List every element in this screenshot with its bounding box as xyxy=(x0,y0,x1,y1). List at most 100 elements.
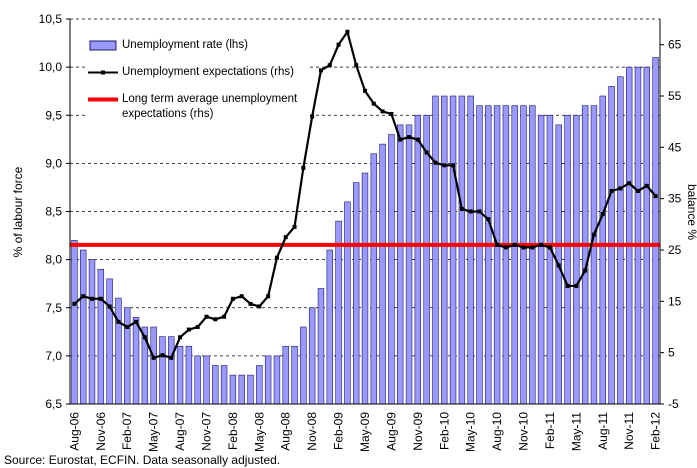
marker xyxy=(90,296,95,301)
marker xyxy=(600,212,605,217)
marker xyxy=(591,232,596,237)
y2-axis-title: balance % xyxy=(685,184,697,240)
bar xyxy=(564,114,571,405)
marker xyxy=(230,296,235,301)
marker xyxy=(363,88,367,93)
marker xyxy=(424,150,429,155)
bar xyxy=(414,114,422,405)
bar xyxy=(590,105,598,405)
bar xyxy=(344,201,351,405)
bar xyxy=(80,249,87,405)
x-tick-label: Feb-09 xyxy=(332,412,346,450)
bar xyxy=(176,345,184,405)
bar xyxy=(97,268,105,405)
bar xyxy=(185,345,193,405)
marker xyxy=(239,294,244,299)
bar xyxy=(423,114,430,405)
bar xyxy=(573,114,580,405)
y2-tick-label: 45 xyxy=(668,140,682,154)
y2-tick-label: 65 xyxy=(668,38,682,52)
marker xyxy=(81,294,86,299)
bar xyxy=(405,124,413,405)
x-tick-label: Nov-09 xyxy=(411,412,425,451)
x-tick-label: Nov-10 xyxy=(517,412,531,451)
x-tick-label: May-07 xyxy=(147,412,161,452)
bar xyxy=(441,95,448,405)
bar xyxy=(264,355,272,405)
x-tick-label: Nov-06 xyxy=(94,412,108,451)
bar xyxy=(485,105,492,405)
bar xyxy=(273,355,281,405)
legend-swatch xyxy=(89,40,117,51)
bar xyxy=(529,105,536,405)
marker xyxy=(151,355,156,360)
bar xyxy=(546,114,554,405)
y-tick-label: 7,5 xyxy=(45,301,62,315)
bar xyxy=(168,336,175,405)
marker xyxy=(345,29,350,34)
marker xyxy=(433,160,438,165)
marker xyxy=(477,209,482,214)
y-tick-label: 9,0 xyxy=(45,156,62,170)
bar xyxy=(194,355,201,405)
marker xyxy=(186,327,191,332)
marker xyxy=(380,109,385,114)
x-tick-label: May-11 xyxy=(569,412,583,451)
bar xyxy=(511,105,518,405)
marker xyxy=(565,283,570,288)
bar xyxy=(159,336,166,405)
bar xyxy=(397,124,404,405)
marker xyxy=(266,294,271,299)
marker xyxy=(521,245,526,250)
y-tick-label: 6,5 xyxy=(45,397,62,411)
marker xyxy=(318,68,323,73)
y-tick-label: 10,5 xyxy=(39,12,63,26)
marker xyxy=(512,242,517,247)
legend-item: Long term average unemployment expectati… xyxy=(88,92,308,122)
marker xyxy=(627,181,632,186)
marker xyxy=(653,194,658,199)
bar xyxy=(467,95,474,405)
y2-tick-label: 35 xyxy=(668,192,682,206)
marker xyxy=(574,283,579,288)
marker xyxy=(468,209,473,214)
bar xyxy=(308,307,316,405)
marker xyxy=(222,314,227,319)
marker xyxy=(398,137,403,142)
bar xyxy=(537,114,545,405)
bar xyxy=(106,278,113,405)
marker xyxy=(495,242,500,247)
bar xyxy=(432,95,439,405)
legend-item: Unemployment expectations (rhs) xyxy=(88,65,308,80)
bar xyxy=(291,345,298,405)
bar xyxy=(300,326,307,405)
marker xyxy=(336,42,341,47)
y-tick-label: 9,5 xyxy=(45,108,62,122)
marker xyxy=(283,235,288,240)
legend: Unemployment rate (lhs) Unemployment expe… xyxy=(88,38,308,134)
marker xyxy=(195,325,200,329)
x-tick-label: Feb-12 xyxy=(649,412,663,450)
legend-label: Unemployment rate (lhs) xyxy=(122,39,248,51)
y-tick-label: 7,0 xyxy=(45,349,62,363)
bar xyxy=(317,288,325,405)
bar xyxy=(581,105,589,405)
marker xyxy=(72,301,77,306)
bar xyxy=(352,182,360,405)
x-tick-label: Nov-07 xyxy=(199,412,213,451)
bar xyxy=(212,365,219,405)
y2-tick-label: -5 xyxy=(668,397,679,411)
bar xyxy=(625,66,633,405)
marker xyxy=(635,188,640,193)
bar xyxy=(458,95,466,405)
bar xyxy=(326,249,333,405)
bar xyxy=(449,95,457,405)
marker xyxy=(354,63,359,68)
x-tick-label: Feb-11 xyxy=(543,412,557,449)
x-tick-label: May-10 xyxy=(464,412,478,452)
bar xyxy=(634,66,642,405)
marker xyxy=(248,301,253,306)
bar xyxy=(256,365,263,405)
marker xyxy=(609,188,614,193)
